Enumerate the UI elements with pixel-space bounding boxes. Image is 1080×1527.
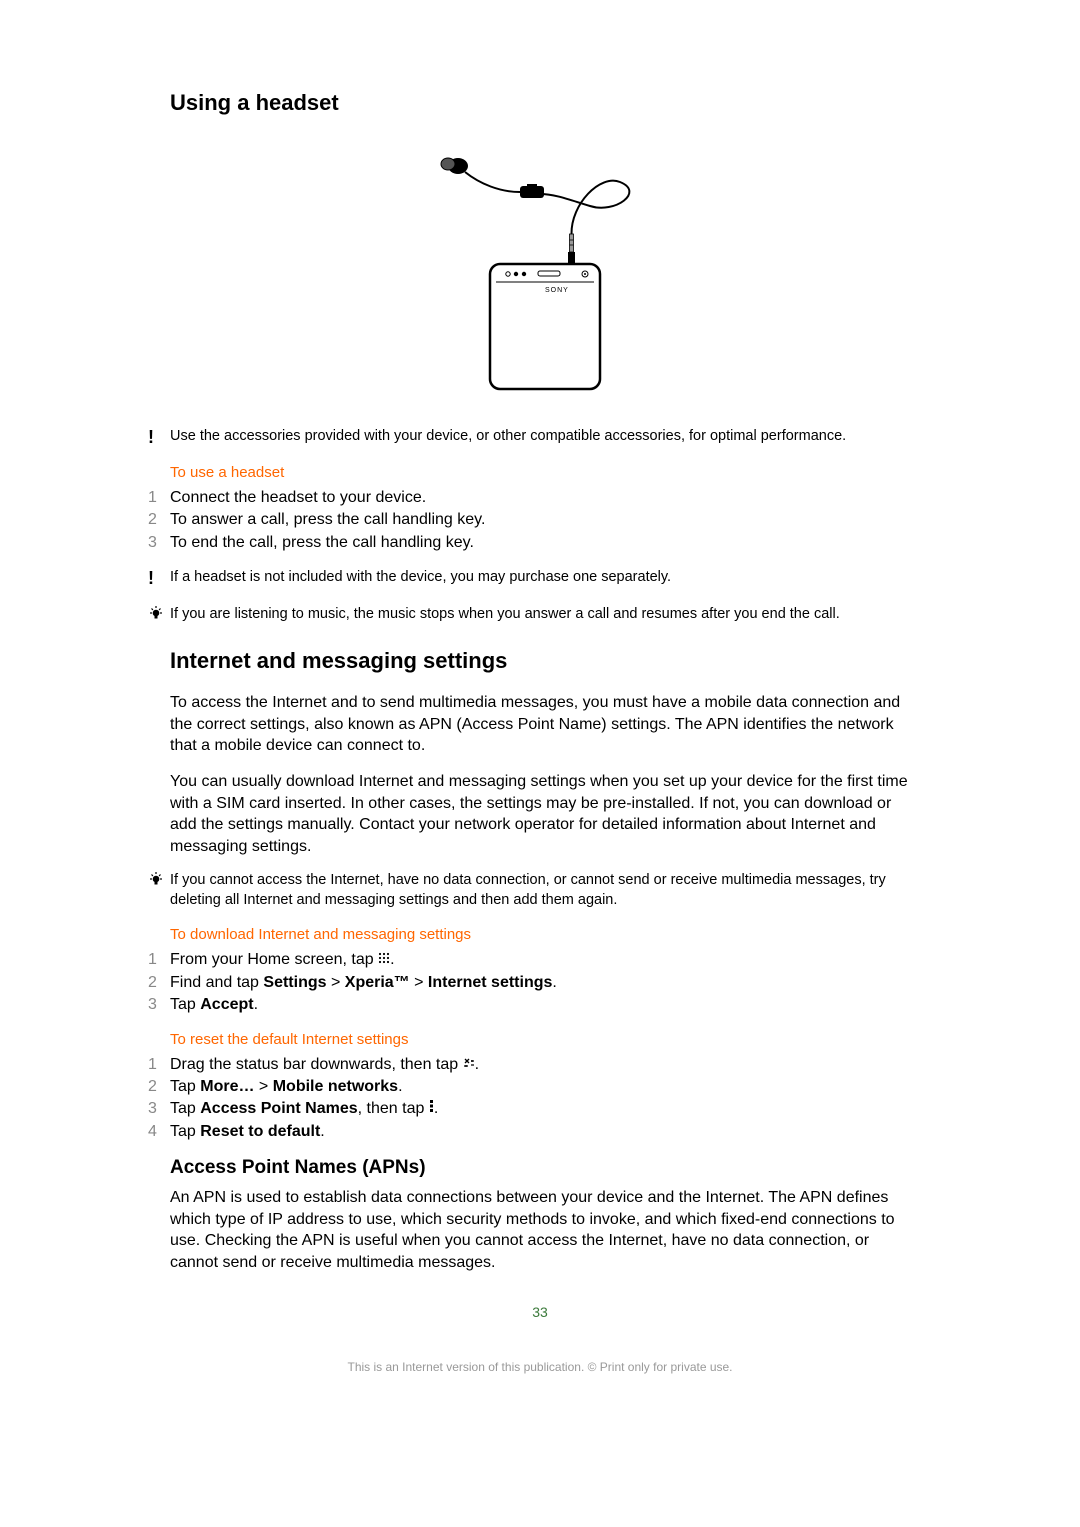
step-num: 3 (148, 532, 170, 554)
proc-title-reset-settings: To reset the default Internet settings (170, 1031, 910, 1048)
tip-music-pause: If you are listening to music, the music… (170, 605, 910, 626)
step-text: Tap Accept. (170, 994, 910, 1016)
footer-text: This is an Internet version of this publ… (170, 1360, 910, 1374)
step-num: 1 (148, 487, 170, 509)
step-num: 3 (148, 1098, 170, 1120)
step-text: Find and tap Settings > Xperia™ > Intern… (170, 972, 910, 994)
step-num: 4 (148, 1121, 170, 1143)
para-internet-2: You can usually download Internet and me… (170, 771, 910, 857)
heading-internet-messaging: Internet and messaging settings (170, 648, 910, 674)
step-text: To end the call, press the call handling… (170, 532, 910, 554)
apps-grid-icon (378, 952, 390, 964)
steps-reset-settings: 1 Drag the status bar downwards, then ta… (170, 1054, 910, 1144)
exclamation-icon: ! (148, 427, 154, 448)
para-apn: An APN is used to establish data connect… (170, 1187, 910, 1273)
headset-illustration: SONY (170, 134, 910, 399)
para-internet-1: To access the Internet and to send multi… (170, 692, 910, 757)
tip-delete-settings: If you cannot access the Internet, have … (170, 871, 910, 910)
step-text: Drag the status bar downwards, then tap … (170, 1054, 910, 1076)
lightbulb-icon (148, 605, 164, 621)
steps-download-settings: 1 From your Home screen, tap . 2 Find an… (170, 949, 910, 1016)
settings-sliders-icon (463, 1057, 475, 1069)
step-num: 2 (148, 1076, 170, 1098)
warning-headset-purchase: ! If a headset is not included with the … (170, 568, 910, 589)
step-text: From your Home screen, tap . (170, 949, 910, 971)
heading-apn: Access Point Names (APNs) (170, 1157, 910, 1179)
step-text: To answer a call, press the call handlin… (170, 509, 910, 531)
steps-use-headset: 1Connect the headset to your device. 2To… (170, 487, 910, 554)
page-number: 33 (170, 1304, 910, 1320)
proc-title-use-headset: To use a headset (170, 464, 910, 481)
exclamation-icon: ! (148, 568, 154, 589)
step-num: 2 (148, 972, 170, 994)
step-text: Tap More… > Mobile networks. (170, 1076, 910, 1098)
heading-using-headset: Using a headset (170, 90, 910, 116)
warning-accessories: ! Use the accessories provided with your… (170, 427, 910, 448)
lightbulb-icon (148, 871, 164, 887)
step-text: Connect the headset to your device. (170, 487, 910, 509)
step-text: Tap Access Point Names, then tap . (170, 1098, 910, 1120)
step-text: Tap Reset to default. (170, 1121, 910, 1143)
proc-title-download-settings: To download Internet and messaging setti… (170, 926, 910, 943)
step-num: 2 (148, 509, 170, 531)
step-num: 1 (148, 1054, 170, 1076)
step-num: 1 (148, 949, 170, 971)
step-num: 3 (148, 994, 170, 1016)
svg-text:SONY: SONY (545, 287, 569, 294)
